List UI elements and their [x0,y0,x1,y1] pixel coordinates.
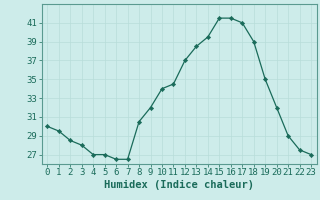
X-axis label: Humidex (Indice chaleur): Humidex (Indice chaleur) [104,180,254,190]
